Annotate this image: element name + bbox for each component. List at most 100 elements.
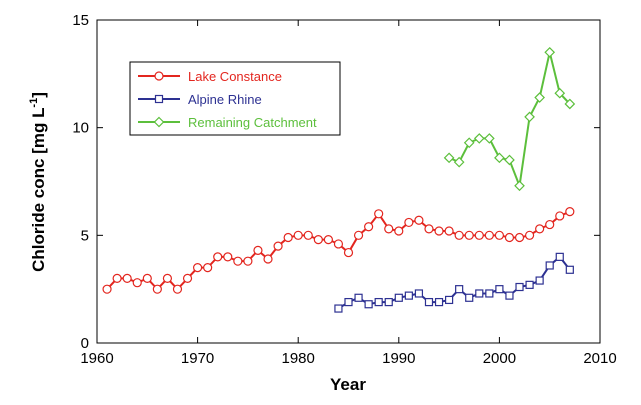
marker <box>394 226 404 236</box>
marker <box>474 230 484 240</box>
x-axis-label: Year <box>330 375 366 394</box>
marker <box>132 278 142 288</box>
marker <box>505 291 514 300</box>
series-line <box>337 255 571 310</box>
marker <box>515 282 524 292</box>
marker <box>534 92 545 103</box>
marker <box>544 46 556 58</box>
marker <box>524 111 535 123</box>
marker <box>424 224 434 234</box>
marker <box>463 137 475 149</box>
marker <box>565 265 574 274</box>
marker <box>313 235 323 245</box>
marker <box>444 226 454 236</box>
marker <box>494 152 505 164</box>
marker <box>333 239 344 249</box>
marker <box>112 273 122 283</box>
marker <box>545 261 554 270</box>
marker <box>404 217 414 228</box>
series-line <box>448 52 571 190</box>
marker <box>564 98 576 110</box>
marker <box>504 154 515 166</box>
marker <box>545 219 555 230</box>
series-line <box>106 210 571 291</box>
plot-frame <box>96 19 601 344</box>
marker <box>384 224 394 234</box>
marker <box>334 304 343 313</box>
marker <box>514 232 525 243</box>
marker <box>565 207 575 217</box>
y-tick-label: 5 <box>81 227 89 244</box>
x-tick-label: 2010 <box>583 350 616 367</box>
marker <box>253 245 263 256</box>
x-tick-label: 1990 <box>382 350 415 367</box>
marker <box>434 226 444 236</box>
marker <box>485 289 494 298</box>
legend-label: Alpine Rhine <box>188 92 262 107</box>
marker <box>102 284 112 294</box>
marker <box>453 156 465 168</box>
legend-label: Remaining Catchment <box>188 115 317 130</box>
marker <box>354 293 363 302</box>
marker <box>535 224 545 234</box>
marker <box>443 152 455 164</box>
x-tick-label: 1970 <box>181 350 214 367</box>
x-tick-label: 1960 <box>80 350 113 367</box>
marker <box>525 280 534 289</box>
y-axis-label: Chloride conc [mg L-1] <box>28 92 48 272</box>
marker <box>154 71 164 81</box>
y-label-main: Chloride conc [mg L <box>29 108 48 272</box>
marker <box>303 230 313 240</box>
marker <box>193 263 203 273</box>
marker <box>494 230 504 240</box>
marker <box>454 230 464 240</box>
marker <box>162 273 173 283</box>
x-tick-label: 1980 <box>282 350 315 367</box>
marker <box>293 230 303 240</box>
marker <box>473 133 485 144</box>
marker <box>555 211 565 221</box>
marker <box>203 263 213 273</box>
marker <box>554 87 566 99</box>
marker <box>344 297 353 307</box>
y-tick-label: 15 <box>72 12 89 29</box>
marker <box>524 230 535 240</box>
marker <box>514 180 525 192</box>
marker <box>374 297 383 307</box>
marker <box>414 289 424 298</box>
marker <box>455 285 464 294</box>
marker <box>374 209 384 219</box>
marker <box>323 235 333 245</box>
marker <box>153 116 165 128</box>
marker <box>384 297 393 307</box>
x-tick-label: 2000 <box>483 350 516 367</box>
marker <box>475 289 484 298</box>
marker <box>233 256 243 266</box>
marker <box>464 230 474 240</box>
marker <box>484 230 494 240</box>
marker <box>142 273 152 283</box>
marker <box>364 222 374 232</box>
marker <box>243 256 253 266</box>
marker <box>223 252 233 262</box>
marker <box>404 291 413 300</box>
marker <box>495 285 504 294</box>
marker <box>152 284 162 294</box>
marker <box>535 276 544 285</box>
marker <box>434 297 444 307</box>
marker <box>555 252 564 261</box>
y-tick-label: 0 <box>81 335 89 352</box>
marker <box>353 230 364 240</box>
y-tick-label: 10 <box>72 120 89 137</box>
marker <box>273 241 283 251</box>
marker <box>343 247 354 258</box>
marker <box>283 232 293 243</box>
marker <box>172 284 183 294</box>
marker <box>182 273 193 283</box>
marker <box>414 215 424 225</box>
marker <box>445 295 454 305</box>
marker <box>122 273 132 283</box>
marker <box>394 293 403 302</box>
marker <box>213 252 223 262</box>
